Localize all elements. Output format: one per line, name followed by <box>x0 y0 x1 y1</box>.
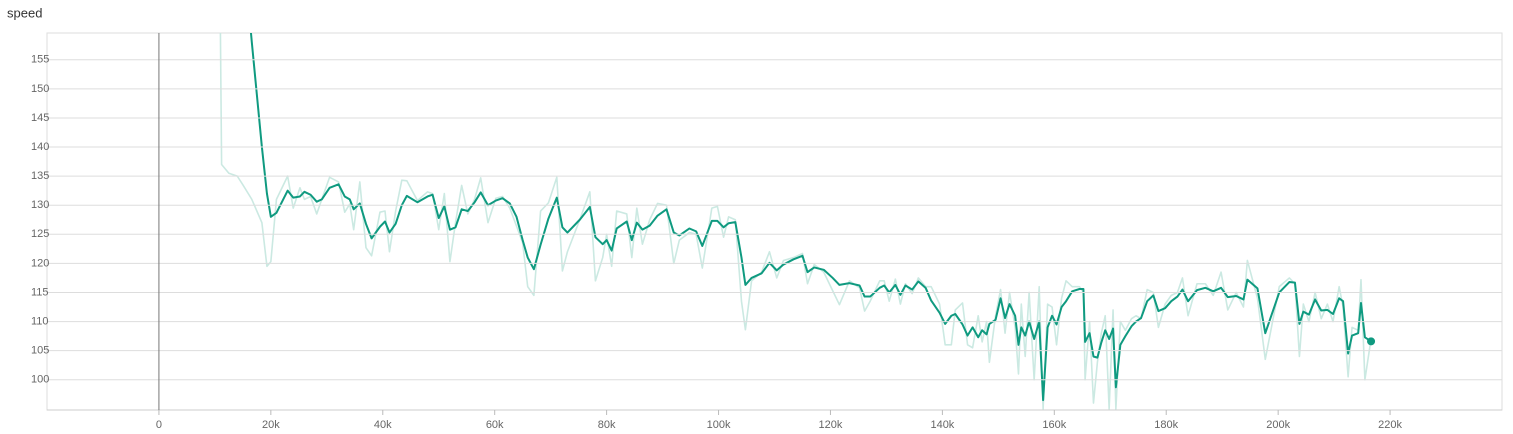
y-tick-label: 105 <box>31 345 49 357</box>
y-tick-label: 120 <box>31 257 49 269</box>
x-tick-label: 200k <box>1266 419 1290 431</box>
plot-frame <box>46 32 1503 411</box>
y-tick-label: 145 <box>31 112 49 124</box>
x-tick-label: 120k <box>819 419 843 431</box>
y-tick-label: 125 <box>31 228 49 240</box>
y-tick-label: 110 <box>31 315 49 327</box>
x-tick-label: 0 <box>156 419 162 431</box>
x-tick-label: 80k <box>598 419 616 431</box>
y-tick-label: 135 <box>31 170 49 182</box>
chart-title: speed <box>7 5 42 20</box>
x-tick-label: 100k <box>707 419 731 431</box>
series-line <box>249 33 1372 402</box>
y-tick-label: 100 <box>31 374 49 386</box>
x-tick-label: 60k <box>486 419 504 431</box>
x-tick-label: 180k <box>1154 419 1178 431</box>
x-tick-label: 160k <box>1042 419 1066 431</box>
y-tick-label: 155 <box>31 54 49 66</box>
x-tick-label: 40k <box>374 419 392 431</box>
y-tick-label: 115 <box>31 286 49 298</box>
x-tick-label: 140k <box>930 419 954 431</box>
y-tick-label: 150 <box>31 83 49 95</box>
y-tick-label: 140 <box>31 141 49 153</box>
x-tick-label: 220k <box>1378 419 1402 431</box>
y-tick-label: 130 <box>31 199 49 211</box>
series-line <box>219 33 1372 410</box>
x-tick-label: 20k <box>262 419 280 431</box>
end-point <box>1367 337 1376 346</box>
plot-area <box>219 33 1376 410</box>
